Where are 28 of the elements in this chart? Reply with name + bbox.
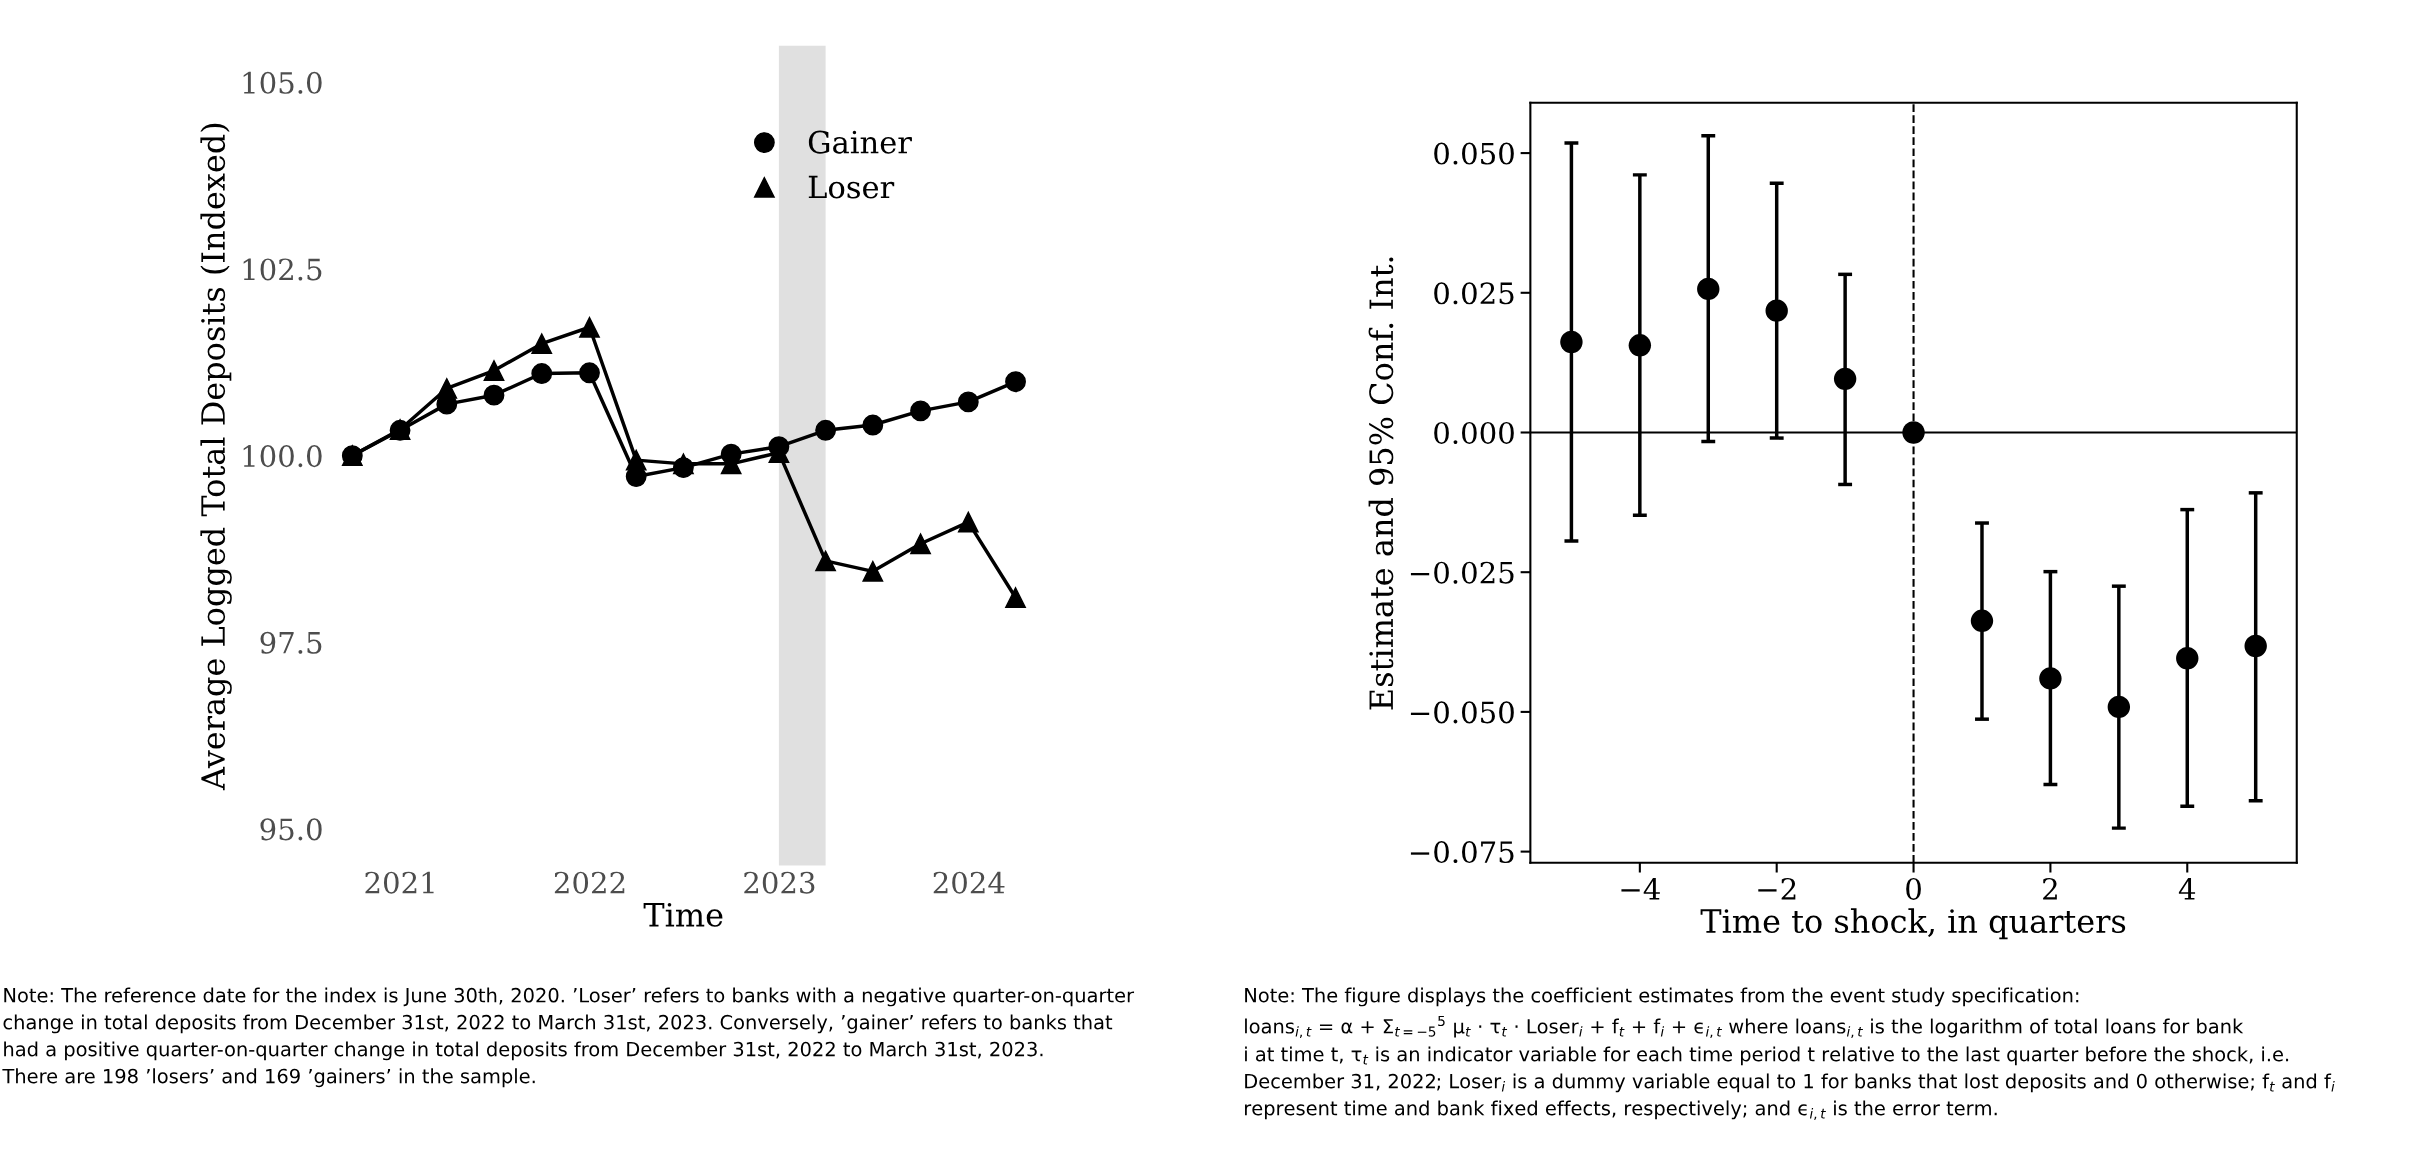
- y-axis-title: Average Logged Total Deposits (Indexed): [200, 123, 232, 791]
- y-tick-label: −0.050: [1410, 701, 1514, 724]
- text: Note: The reference date for the index is June 30th, 2020. ’Loser’ refers to banks with a negative quarter-on-quarter change in total deposits from December 31st, 2022 to March 31st, 2023. Conversely, ’gainer’ refers to banks that had a positive quarter-on-quarter change in total deposits from December 31st, 2022 to March 31st, 2023. There are 198 ’losers’ and 169 ’gainers’ in the sample.: [2, 987, 1135, 1088]
- y-tick-label: 0.050: [1434, 142, 1514, 165]
- x-tick-label: 0: [1906, 877, 1921, 900]
- x-tick-label: 2021: [365, 871, 434, 894]
- x-axis-title: Time to shock, in quarters: [1700, 908, 2126, 940]
- x-axis-title: Time: [643, 902, 723, 927]
- y-tick-label: 100.0: [243, 445, 322, 468]
- text: Note: The figure displays the coefficient estimates from the event study specification: loans$_{i,t}$ = α + Σ$_{t=−5}$$^{5}$ μ$_{t}$ · τ$_{t}$ · Loser$_{i}$ + f$_{t}$ + f$_{i}$ + ϵ$_{i,t}$ where loans$_{i,t}$ is the logarithm of total loans for bank i at time t, τ$_{t}$ is an indicator variable for each time period t relative to the last quarter before the shock, i.e. December 31, 2022; Loser$_{i}$ is a dummy variable equal to 1 for banks that lost deposits and 0 otherwise; f$_{t}$ and f$_{i}$ represent time and bank fixed effects, respectively; and ϵ$_{i,t}$ is the error term.: [1245, 987, 2335, 1120]
- x-tick-label: 2: [2043, 877, 2057, 900]
- y-axis-title: Estimate and 95% Conf. Int.: [1368, 257, 1394, 710]
- y-tick-label: 0.025: [1434, 282, 1514, 305]
- y-tick-label: 97.5: [260, 631, 322, 654]
- y-tick-label: −0.025: [1410, 561, 1514, 584]
- y-tick-label: 95.0: [260, 818, 322, 841]
- y-tick-label: 0.000: [1434, 421, 1514, 444]
- x-tick-label: 2023: [744, 871, 815, 894]
- x-tick-label: 2024: [933, 871, 1005, 894]
- x-tick-label: 2022: [554, 871, 625, 894]
- y-tick-label: 105.0: [243, 71, 322, 94]
- y-tick-label: 102.5: [243, 258, 322, 281]
- x-tick-label: 4: [2178, 877, 2196, 900]
- x-tick-label: −2: [1758, 877, 1796, 900]
- y-tick-label: −0.075: [1410, 841, 1514, 864]
- x-tick-label: −4: [1621, 877, 1660, 900]
- legend-label: Loser: [808, 175, 895, 199]
- legend-label: Gainer: [808, 130, 912, 154]
